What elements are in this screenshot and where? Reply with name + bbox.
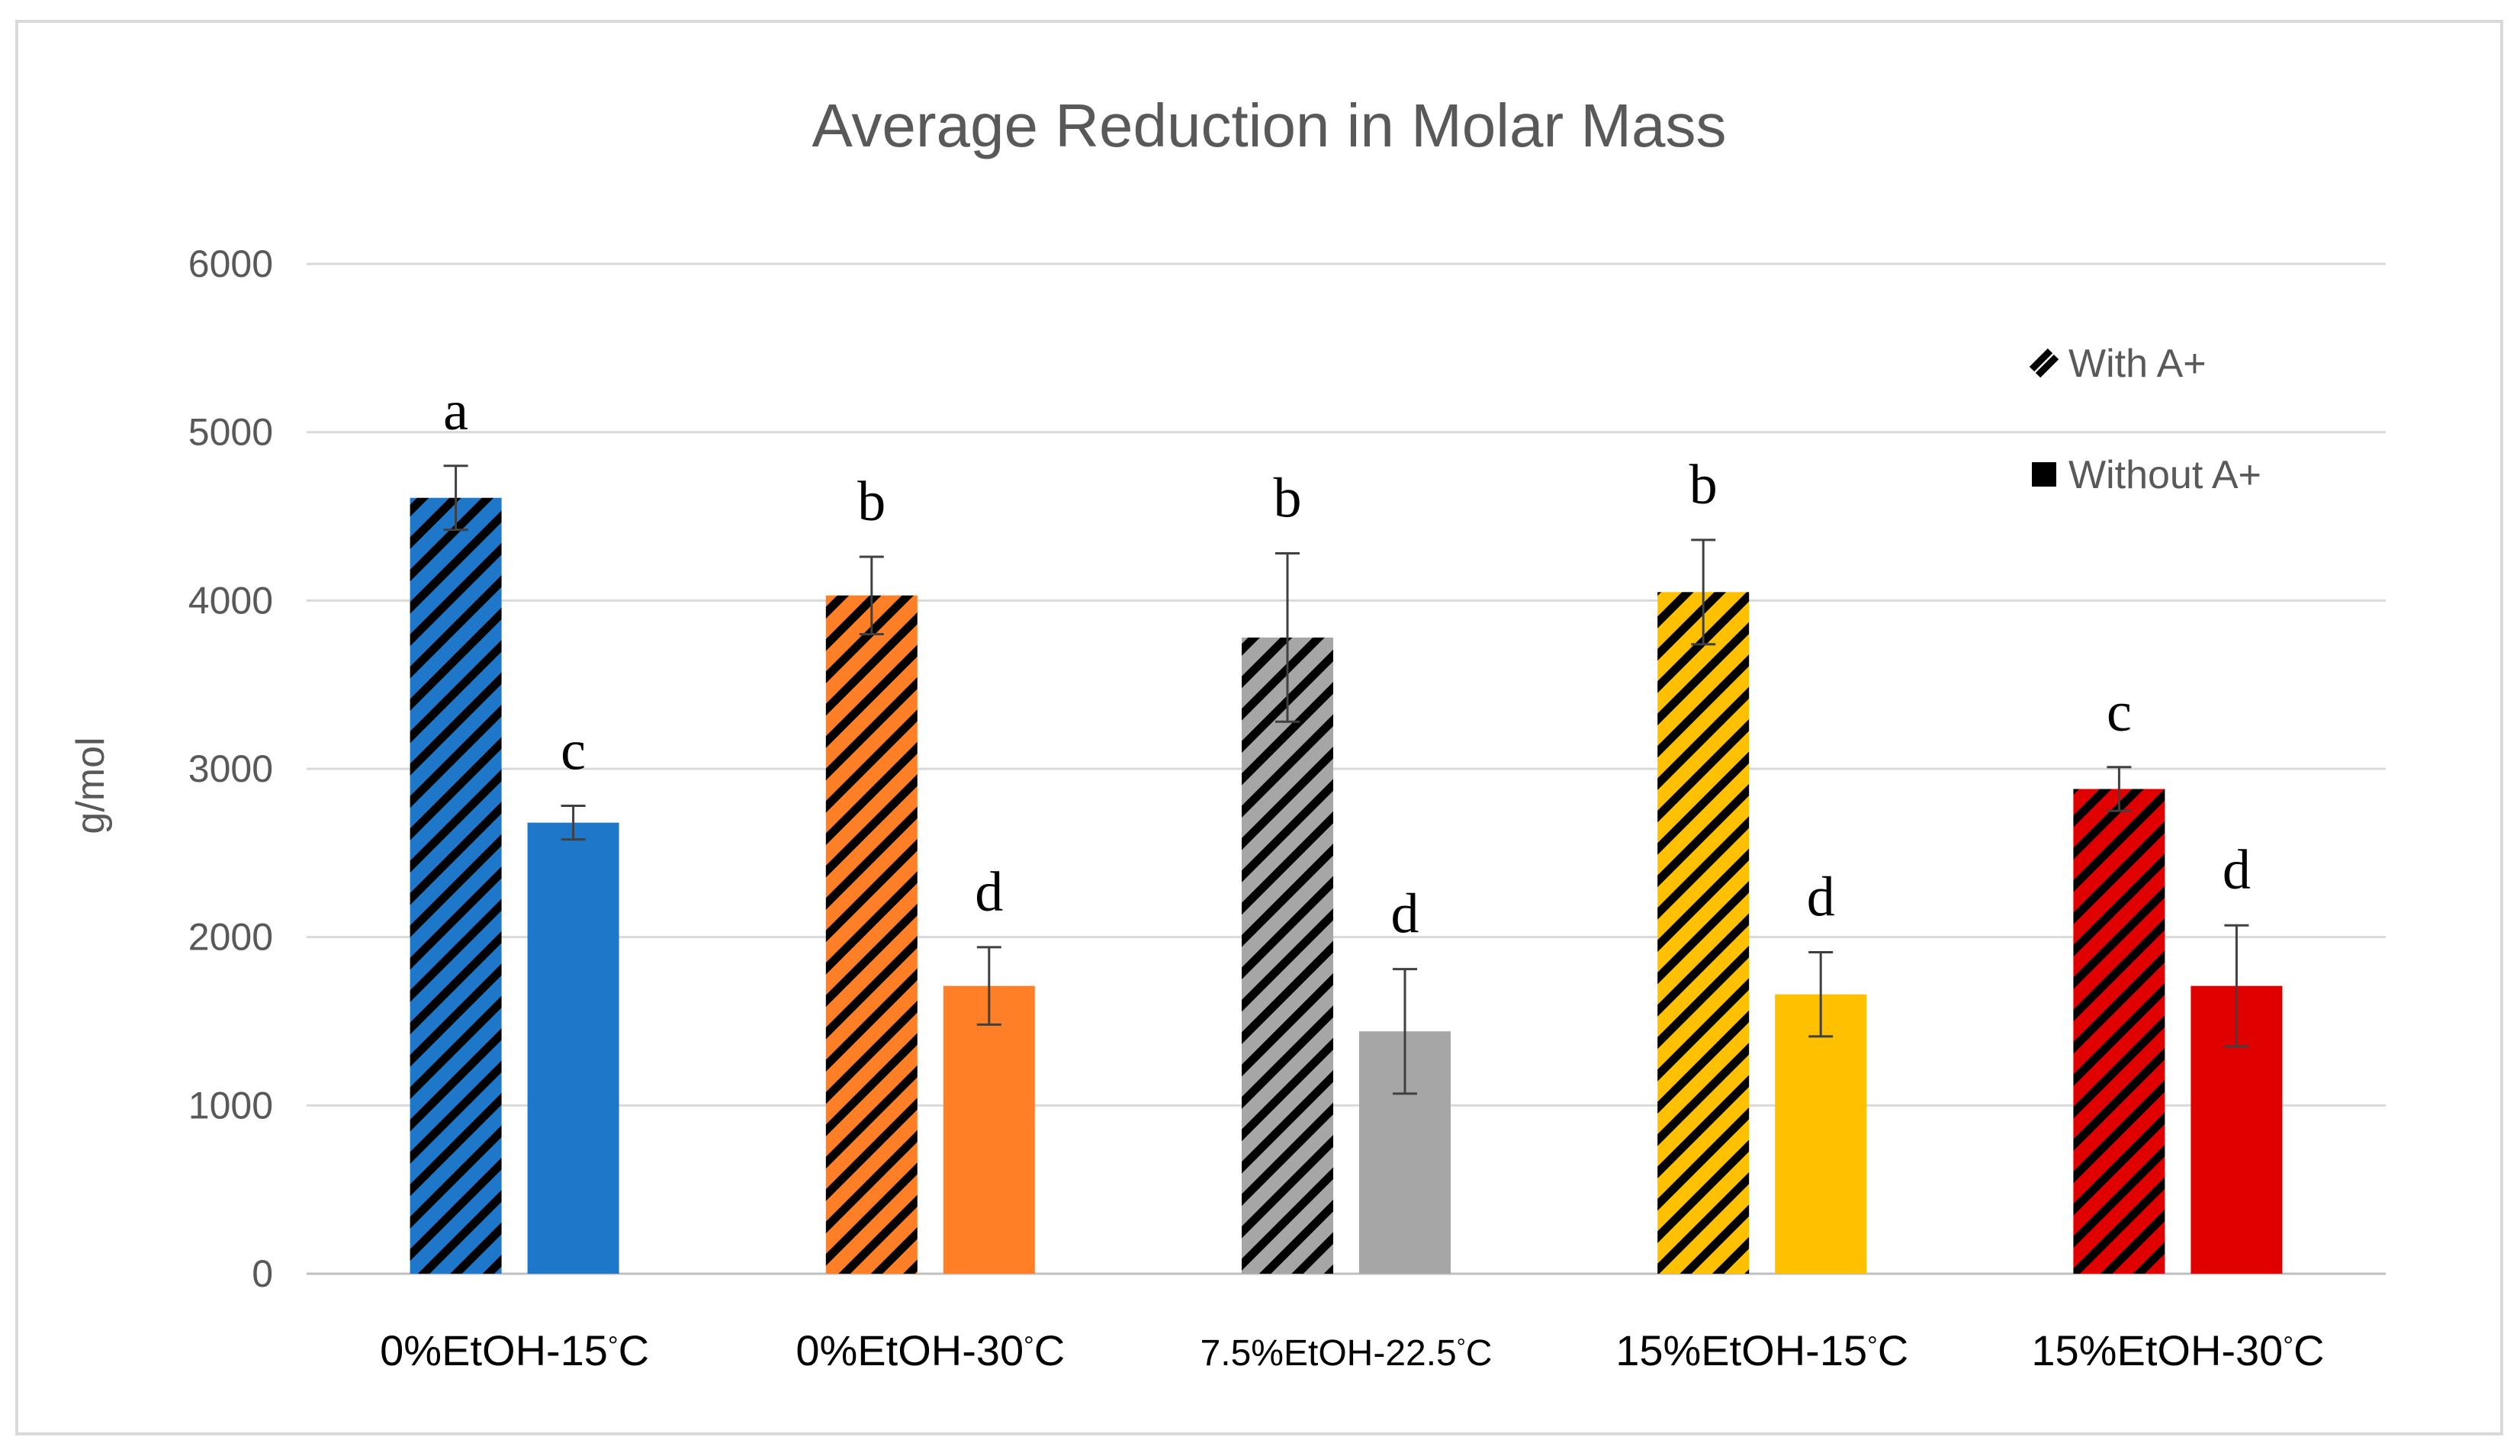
legend-swatch bbox=[2032, 462, 2056, 487]
bar-without-a-plus bbox=[1775, 994, 1867, 1274]
significance-letter: d bbox=[1807, 866, 1835, 929]
significance-letter: b bbox=[1274, 468, 1302, 530]
bar-chart: Average Reduction in Molar Mass g/mol 0 1… bbox=[69, 92, 2386, 1374]
significance-letter: c bbox=[2107, 681, 2132, 744]
x-category-label: 7.5%EtOH-22.5°C bbox=[1201, 1333, 1493, 1374]
significance-letter: d bbox=[975, 861, 1003, 924]
y-axis-label: g/mol bbox=[69, 737, 113, 834]
x-category-label: 0%EtOH-30°C bbox=[796, 1326, 1065, 1374]
error-bar bbox=[1275, 552, 1300, 723]
error-bar bbox=[1691, 538, 1716, 646]
bar-with-a-plus bbox=[2073, 789, 2165, 1274]
error-bar bbox=[1808, 951, 1834, 1038]
bar-with-a-plus bbox=[825, 595, 918, 1274]
y-tick-label: 2000 bbox=[188, 916, 273, 959]
significance-letter: d bbox=[2223, 839, 2251, 902]
error-bar bbox=[1393, 968, 1417, 1095]
y-tick-label: 0 bbox=[252, 1252, 273, 1295]
chart-frame: Average Reduction in Molar Mass g/mol 0 1… bbox=[15, 20, 2503, 1435]
gridlines: 0 1000 2000 3000 4000 5000 6000 bbox=[188, 243, 2386, 1295]
error-bar bbox=[443, 464, 468, 532]
significance-letter: b bbox=[1689, 454, 1718, 516]
error-bar bbox=[976, 946, 1001, 1026]
legend: With A+ Without A+ bbox=[2029, 342, 2261, 497]
bar-without-a-plus bbox=[943, 985, 1035, 1274]
x-category-label: 15%EtOH-15°C bbox=[1615, 1326, 1908, 1374]
error-bar bbox=[2224, 924, 2249, 1048]
y-tick-label: 5000 bbox=[188, 411, 273, 454]
category-labels: 0%EtOH-15°C 0%EtOH-30°C 7.5%EtOH-22.5°C 15%… bbox=[380, 1326, 2324, 1374]
bars: a c b d b d b d c d bbox=[410, 380, 2283, 1274]
significance-letter: a bbox=[443, 380, 468, 442]
bar-with-a-plus bbox=[1242, 637, 1333, 1274]
significance-letter: b bbox=[857, 471, 886, 533]
error-bar bbox=[2107, 766, 2132, 812]
legend-item: With A+ bbox=[2029, 342, 2207, 386]
error-bar bbox=[859, 555, 884, 635]
y-tick-label: 1000 bbox=[188, 1084, 273, 1127]
legend-label: Without A+ bbox=[2068, 453, 2261, 497]
bar-with-a-plus bbox=[1657, 592, 1750, 1274]
bar-without-a-plus bbox=[527, 822, 619, 1274]
x-category-label: 0%EtOH-15°C bbox=[380, 1326, 649, 1374]
y-tick-label: 6000 bbox=[188, 243, 273, 285]
chart-title: Average Reduction in Molar Mass bbox=[812, 92, 1726, 159]
significance-letter: d bbox=[1391, 883, 1419, 946]
significance-letter: c bbox=[561, 720, 586, 783]
legend-item: Without A+ bbox=[2032, 453, 2261, 497]
y-tick-label: 3000 bbox=[188, 747, 273, 790]
legend-label: With A+ bbox=[2068, 342, 2207, 386]
error-bar bbox=[561, 805, 586, 841]
bar-with-a-plus bbox=[410, 497, 502, 1274]
y-tick-label: 4000 bbox=[188, 579, 273, 622]
x-category-label: 15%EtOH-30°C bbox=[2031, 1326, 2324, 1374]
